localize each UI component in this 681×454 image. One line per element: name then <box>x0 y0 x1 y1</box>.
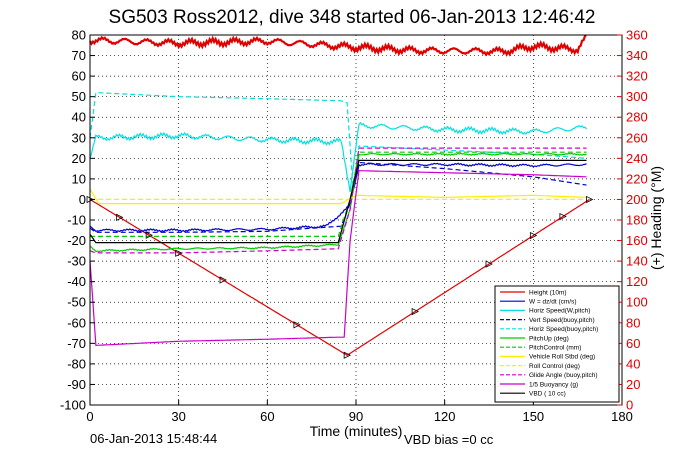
y-right-tick-label: 140 <box>626 254 648 269</box>
y-axis-right-label: (+) Heading (°M) <box>648 166 664 270</box>
y-right-tick-label: 160 <box>626 233 648 248</box>
y-tick-label: -100 <box>60 398 86 413</box>
y-right-tick-label: 100 <box>626 295 648 310</box>
y-tick-label: -90 <box>67 377 86 392</box>
y-tick-label: 50 <box>72 89 86 104</box>
x-tick-label: 60 <box>260 409 274 424</box>
legend-label: VBD ( 10 cc) <box>529 391 566 398</box>
y-tick-label: 40 <box>72 110 86 125</box>
height-marker <box>343 351 352 359</box>
y-tick-label: -70 <box>67 336 86 351</box>
footer-vbd-bias: VBD bias =0 cc <box>404 432 494 447</box>
y-tick-label: 60 <box>72 69 86 84</box>
y-tick-label: -30 <box>67 254 86 269</box>
legend-label: Glide Angle (buoy,pitch) <box>529 372 598 379</box>
series-line <box>89 92 587 190</box>
height-marker <box>175 249 183 257</box>
legend-label: Vert Speed(buoy,pitch) <box>529 317 595 324</box>
x-tick-label: 0 <box>86 409 93 424</box>
y-right-tick-label: 300 <box>626 89 648 104</box>
y-tick-label: -20 <box>67 233 86 248</box>
legend-label: PitchControl (mm) <box>529 345 581 352</box>
legend-box <box>494 285 620 403</box>
x-tick-label: 180 <box>611 409 633 424</box>
y-right-tick-label: 260 <box>626 130 648 145</box>
y-right-tick-label: 320 <box>626 69 648 84</box>
y-right-tick-label: 40 <box>626 356 640 371</box>
series-line <box>89 159 587 244</box>
y-right-tick-label: 80 <box>626 315 640 330</box>
y-right-tick-label: 0 <box>626 398 633 413</box>
y-axis-right: 0 20 40 60 80 100 120 140 160 180 200 220 240 260 280 3… <box>617 28 648 413</box>
height-marker <box>485 260 493 268</box>
y-right-tick-label: 240 <box>626 151 648 166</box>
height-marker <box>293 321 301 329</box>
x-tick-label: 90 <box>349 409 363 424</box>
y-tick-label: 70 <box>72 48 86 63</box>
legend-label: Vehicle Roll Stbd (deg) <box>529 354 595 361</box>
y-tick-label: -60 <box>67 315 86 330</box>
series-line <box>89 121 587 193</box>
y-tick-label: -10 <box>67 213 86 228</box>
y-tick-label: 80 <box>72 28 86 43</box>
y-right-tick-label: 20 <box>626 377 640 392</box>
series-line <box>89 147 587 254</box>
y-tick-label: 0 <box>79 192 86 207</box>
footer-timestamp: 06-Jan-2013 15:48:44 <box>90 431 217 446</box>
x-axis-label: Time (minutes) <box>310 423 403 439</box>
x-tick-label: 30 <box>171 409 185 424</box>
height-marker <box>116 213 124 222</box>
y-tick-label: -50 <box>67 295 86 310</box>
y-tick-label: -80 <box>67 356 86 371</box>
x-axis: 0 30 60 90 120 150 180 <box>86 400 633 424</box>
height-marker <box>529 231 538 240</box>
series-line <box>90 151 587 237</box>
y-tick-label: 10 <box>72 171 86 186</box>
series-line <box>89 34 587 57</box>
series-line <box>89 198 590 357</box>
legend-label: Horiz Speed(buoy,pitch) <box>529 326 598 333</box>
height-marker <box>411 307 420 316</box>
y-axis-left: -100-90-80-70-60-50-40-30-20-10010203040… <box>60 28 95 413</box>
height-marker <box>145 231 154 239</box>
series-layer <box>86 34 594 359</box>
y-right-tick-label: 60 <box>626 336 640 351</box>
x-tick-label: 150 <box>522 409 544 424</box>
legend-label: Horiz Speed(W,pitch) <box>529 308 590 315</box>
legend-label: Height (10m) <box>529 289 567 296</box>
legend-label: W = dz/dt (cm/s) <box>529 299 577 306</box>
series-line <box>89 162 587 233</box>
y-right-tick-label: 200 <box>626 192 648 207</box>
y-right-tick-label: 360 <box>626 28 648 43</box>
legend-label: Roll Control (deg) <box>529 363 580 370</box>
y-right-tick-label: 340 <box>626 48 648 63</box>
legend-label: 1/5 Buoyancy (g) <box>529 381 578 388</box>
legend-label: PitchUp (deg) <box>529 335 569 342</box>
height-marker <box>559 212 567 221</box>
y-right-tick-label: 220 <box>626 171 648 186</box>
x-tick-label: 120 <box>434 409 456 424</box>
series-line <box>89 152 587 253</box>
y-tick-label: 20 <box>72 151 86 166</box>
y-tick-label: -40 <box>67 274 86 289</box>
series-line <box>89 170 587 347</box>
height-marker <box>586 195 594 204</box>
series-line <box>89 188 587 205</box>
y-right-tick-label: 120 <box>626 274 648 289</box>
y-right-tick-label: 180 <box>626 213 648 228</box>
y-tick-label: 30 <box>72 130 86 145</box>
legend: Height (10m) W = dz/dt (cm/s) Horiz Speed(… <box>494 285 620 403</box>
height-marker <box>219 276 227 284</box>
y-right-tick-label: 280 <box>626 110 648 125</box>
chart-title: SG503 Ross2012, dive 348 started 06-Jan-… <box>109 7 596 28</box>
